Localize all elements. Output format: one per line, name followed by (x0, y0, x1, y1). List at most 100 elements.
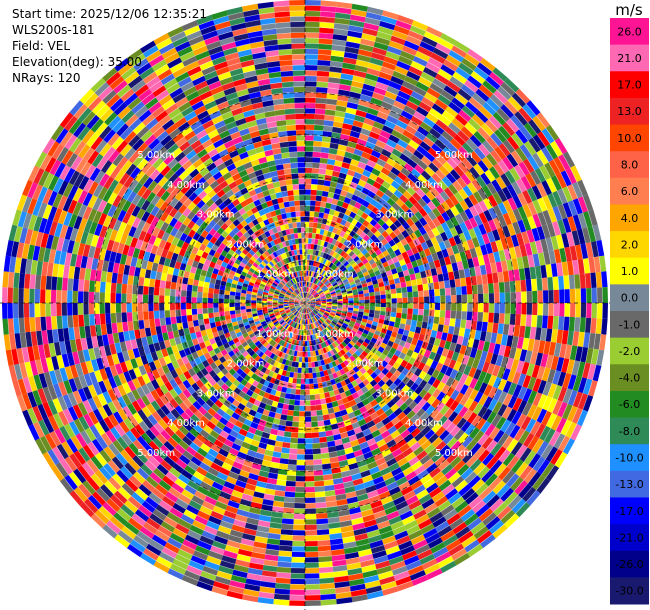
range-gate-cell (458, 232, 467, 243)
range-gate-cell (358, 296, 365, 301)
range-gate-cell (358, 273, 365, 279)
range-gate-cell (391, 129, 403, 139)
range-gate-cell (492, 322, 499, 334)
range-gate-cell (409, 25, 426, 37)
range-gate-cell (356, 317, 363, 322)
range-gate-cell (502, 323, 510, 336)
range-gate-cell (291, 551, 305, 558)
range-gate-cell (545, 264, 553, 278)
range-gate-cell (380, 257, 387, 264)
range-gate-cell (537, 290, 544, 303)
range-gate-cell (306, 286, 308, 293)
range-gate-cell (346, 314, 352, 318)
range-gate-cell (519, 125, 533, 141)
range-gate-cell (402, 190, 413, 200)
range-gate-cell (339, 133, 350, 141)
range-gate-cell (505, 236, 515, 249)
range-gate-cell (465, 154, 478, 167)
range-gate-cell (305, 540, 318, 547)
range-gate-cell (305, 265, 307, 271)
range-gate-cell (423, 382, 433, 392)
range-gate-cell (338, 328, 345, 334)
range-gate-cell (401, 80, 416, 91)
range-gate-cell (369, 198, 379, 207)
range-gate-cell (498, 125, 511, 140)
range-gate-cell (486, 363, 496, 375)
range-gate-cell (312, 437, 320, 444)
range-gate-cell (461, 105, 476, 118)
range-gate-cell (373, 214, 381, 223)
range-gate-cell (305, 64, 318, 71)
range-gate-cell (433, 316, 440, 325)
range-gate-cell (556, 329, 564, 344)
range-gate-cell (493, 282, 500, 294)
range-gate-cell (305, 301, 311, 303)
range-gate-cell (542, 290, 549, 303)
range-gate-cell (305, 481, 315, 487)
range-gate-cell (537, 131, 550, 147)
range-gate-cell (298, 421, 305, 428)
range-gate-cell (384, 265, 391, 272)
range-gate-cell (316, 86, 328, 94)
range-gate-cell (489, 93, 504, 108)
range-gate-cell (349, 340, 356, 347)
range-gate-cell (305, 578, 320, 585)
range-gate-cell (317, 281, 322, 287)
range-gate-cell (454, 318, 462, 328)
range-gate-cell (363, 292, 370, 297)
range-gate-cell (493, 388, 503, 402)
range-gate-cell (500, 356, 509, 369)
range-gate-cell (332, 251, 338, 258)
range-gate-cell (375, 202, 384, 211)
range-gate-cell (576, 409, 588, 427)
range-gate-cell (441, 176, 453, 188)
range-gate-cell (410, 115, 423, 126)
range-gate-cell (548, 430, 561, 447)
range-gate-cell (337, 248, 344, 255)
range-gate-cell (348, 268, 355, 274)
range-gate-cell (541, 128, 555, 144)
range-gate-cell (321, 246, 327, 253)
range-gate-cell (316, 222, 322, 229)
range-gate-cell (511, 132, 524, 148)
range-gate-cell (423, 373, 432, 383)
range-gate-cell (456, 335, 464, 345)
range-gate-cell (358, 245, 366, 253)
range-gate-cell (515, 129, 529, 144)
range-gate-cell (517, 386, 528, 400)
range-gate-cell (305, 70, 318, 77)
range-gate-cell (412, 404, 422, 414)
range-gate-cell (467, 48, 484, 63)
range-gate-cell (427, 376, 437, 386)
range-gate-cell (324, 114, 335, 122)
range-gate-cell (481, 123, 494, 137)
range-gate-cell (531, 438, 544, 454)
range-gate-cell (369, 185, 379, 195)
range-gate-cell (552, 190, 563, 206)
range-gate-cell (460, 420, 472, 433)
range-gate-cell (542, 381, 552, 397)
range-gate-cell (309, 297, 315, 301)
range-gate-cell (305, 567, 320, 574)
range-gate-cell (443, 187, 454, 198)
range-gate-cell (567, 216, 577, 232)
range-gate-cell (368, 258, 376, 266)
range-gate-cell (518, 107, 533, 123)
range-gate-cell (351, 315, 358, 320)
range-gate-cell (334, 314, 341, 319)
range-gate-cell (557, 275, 565, 290)
range-gate-cell (590, 318, 597, 334)
range-gate-cell (316, 287, 322, 293)
range-gate-cell (305, 48, 319, 55)
range-gate-cell (488, 303, 495, 313)
range-gate-cell (411, 314, 418, 321)
range-gate-cell (423, 415, 434, 426)
range-gate-cell (313, 140, 322, 147)
range-gate-cell (380, 66, 395, 76)
range-gate-cell (327, 316, 334, 321)
range-gate-cell (341, 258, 348, 265)
range-gate-cell (308, 287, 312, 294)
range-gate-cell (325, 307, 332, 310)
range-gate-cell (360, 321, 367, 327)
range-gate-cell (383, 56, 399, 66)
